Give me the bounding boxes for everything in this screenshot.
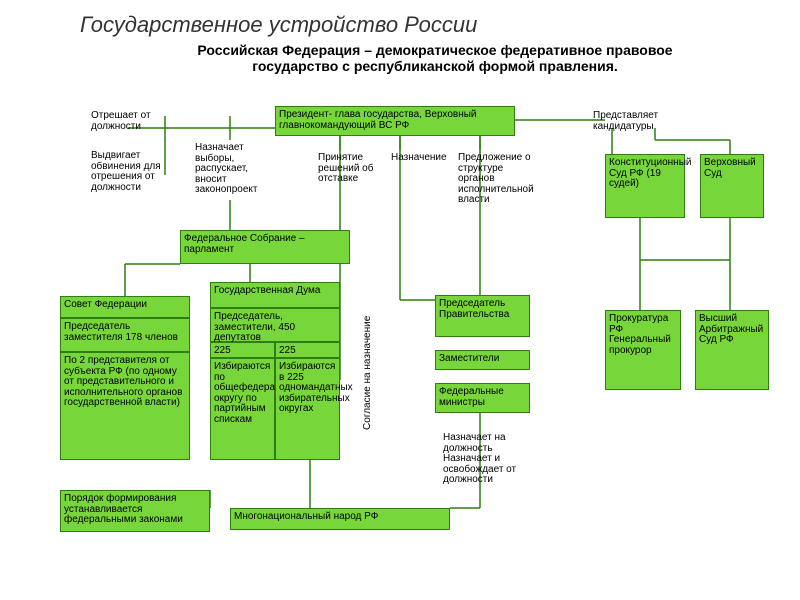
label-impeachment-charges: Выдвигает обвинения для отрешения от дол… bbox=[88, 148, 166, 196]
box-ministers: Федеральные министры bbox=[435, 383, 530, 413]
box-fc-reps: По 2 представителя от субъекта РФ (по од… bbox=[60, 352, 190, 460]
box-deputies: Заместители bbox=[435, 350, 530, 370]
box-president: Президент- глава государства, Верховный … bbox=[275, 106, 515, 136]
label-consent-vertical: Согласие на назначение bbox=[362, 316, 373, 430]
box-duma-chair: Председатель, заместители, 450 депутатов bbox=[210, 308, 340, 342]
box-federal-assembly: Федеральное Собрание – парламент bbox=[180, 230, 350, 264]
box-fc-chair: Председатель заместителя 178 членов bbox=[60, 318, 190, 352]
box-arbitration: Высший Арбитражный Суд РФ bbox=[695, 310, 769, 390]
box-duma-225a: 225 bbox=[210, 342, 275, 358]
box-people: Многонациональный народ РФ bbox=[230, 508, 450, 530]
box-prosecutor: Прокуратура РФ Генеральный прокурор bbox=[605, 310, 681, 390]
label-appointment: Назначение bbox=[388, 150, 458, 167]
subtitle: Российская Федерация – демократическое ф… bbox=[155, 42, 715, 74]
label-appoints-elections: Назначает выборы, распускает, вносит зак… bbox=[192, 140, 270, 199]
label-resignation-decisions: Принятие решений об отставке bbox=[315, 150, 379, 188]
box-pm-chair: Председатель Правительства bbox=[435, 295, 530, 337]
box-formation: Порядок формирования устанавливается фед… bbox=[60, 490, 210, 532]
label-executive-structure: Предложение о структуре органов исполнит… bbox=[455, 150, 545, 209]
box-state-duma: Государственная Дума bbox=[210, 282, 340, 308]
box-const-court: Конституционный Суд РФ (19 судей) bbox=[605, 154, 685, 218]
label-submits-candidates: Представляет кандидатуры bbox=[590, 108, 672, 135]
box-supreme-court: Верховный Суд bbox=[700, 154, 764, 218]
box-duma-single: Избираются в 225 одномандатных избирател… bbox=[275, 358, 340, 460]
label-appoints-to-post: Назначает на должность Назначает и освоб… bbox=[440, 430, 550, 489]
label-remove-from-office: Отрешает от должности bbox=[88, 108, 166, 135]
box-federation-council: Совет Федерации bbox=[60, 296, 190, 318]
main-title: Государственное устройство России bbox=[80, 12, 580, 38]
box-duma-225b: 225 bbox=[275, 342, 340, 358]
box-duma-party: Избираются по общефедеральному округу по… bbox=[210, 358, 275, 460]
